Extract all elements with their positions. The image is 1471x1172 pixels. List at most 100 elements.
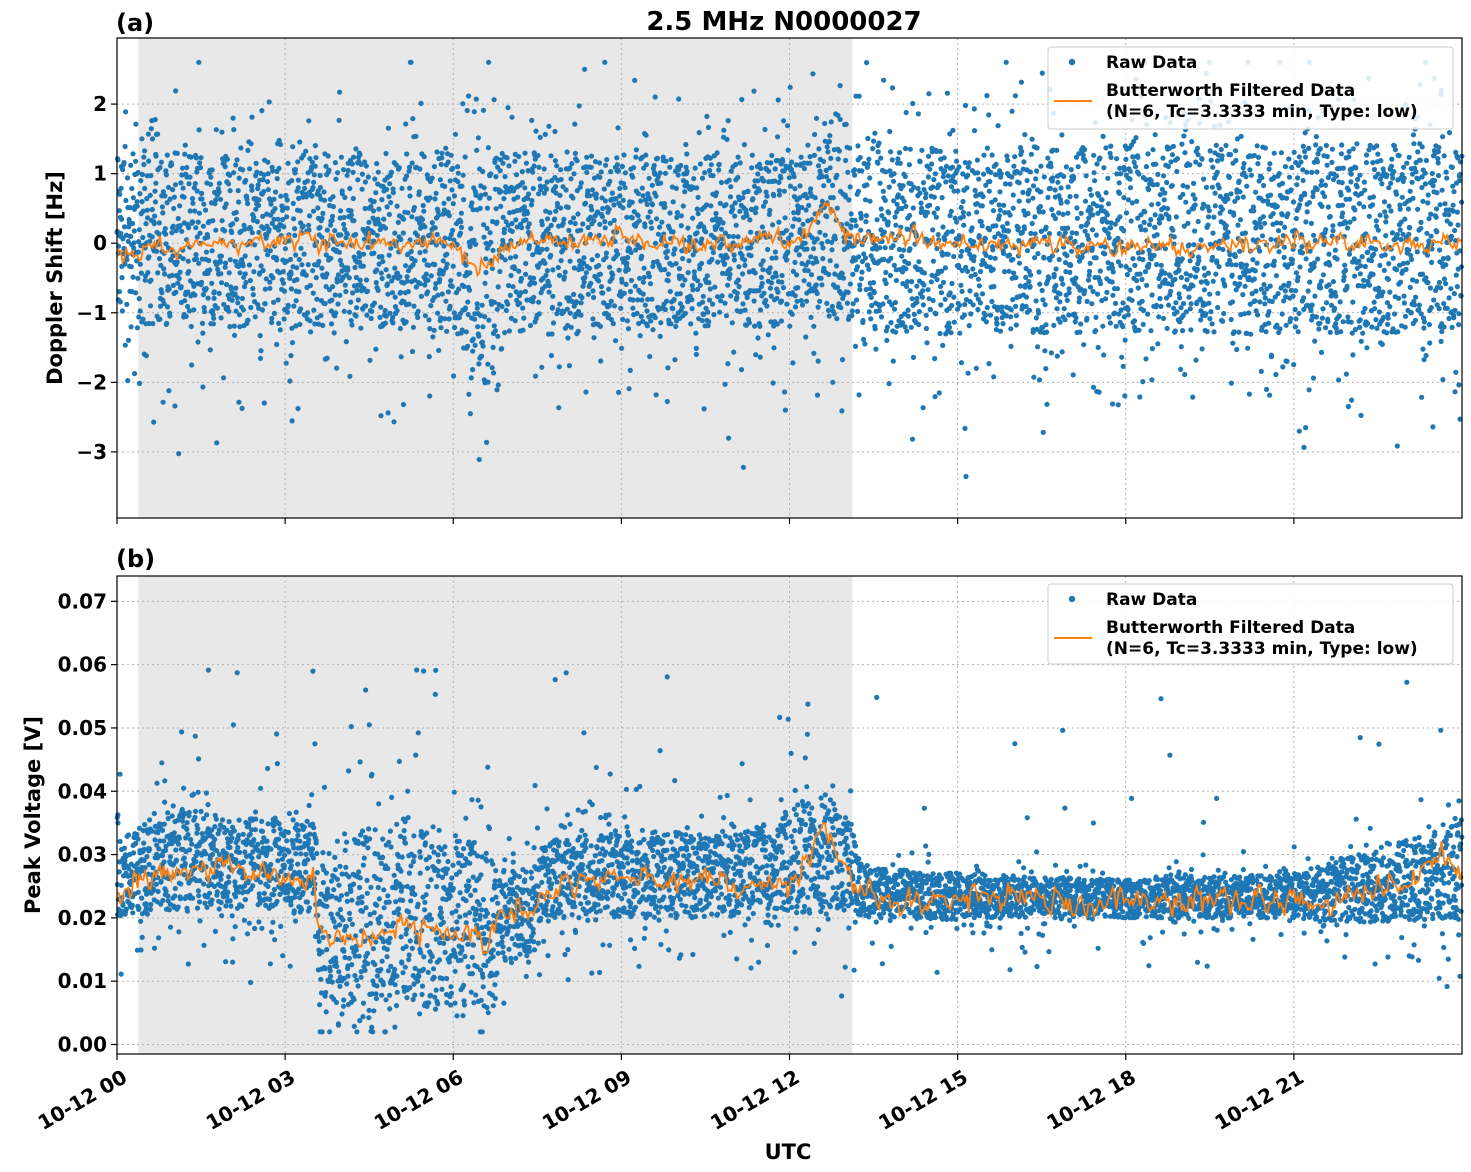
- raw-data-point: [1357, 317, 1363, 323]
- raw-data-point: [530, 299, 536, 305]
- raw-data-point: [691, 176, 697, 182]
- raw-data-point: [620, 316, 626, 322]
- raw-data-point: [1068, 167, 1074, 173]
- raw-data-point: [1247, 167, 1253, 173]
- raw-data-point: [500, 214, 506, 220]
- raw-data-point: [449, 283, 455, 289]
- raw-data-point: [605, 312, 612, 318]
- raw-data-point: [578, 180, 584, 186]
- raw-data-point: [313, 275, 319, 281]
- raw-data-point: [761, 290, 767, 296]
- raw-data-point: [157, 164, 163, 171]
- raw-data-point: [625, 326, 632, 332]
- raw-data-point: [568, 176, 574, 182]
- raw-data-point: [253, 160, 259, 166]
- raw-data-point: [1278, 220, 1284, 226]
- raw-data-point: [164, 200, 170, 206]
- raw-data-point: [363, 163, 369, 169]
- raw-data-point: [1002, 181, 1009, 187]
- raw-data-point: [1269, 298, 1275, 305]
- raw-data-point: [1293, 288, 1299, 294]
- raw-data-point: [223, 281, 230, 288]
- raw-data-point: [141, 154, 147, 160]
- raw-data-point: [372, 176, 378, 182]
- raw-data-point: [1032, 214, 1038, 220]
- raw-data-point: [172, 403, 178, 409]
- raw-data-point: [158, 262, 164, 268]
- raw-data-point: [1158, 262, 1164, 268]
- raw-data-point: [1048, 164, 1054, 170]
- raw-data-point: [1229, 272, 1235, 278]
- raw-data-point: [1362, 263, 1368, 270]
- raw-data-point: [1220, 318, 1226, 324]
- raw-data-point: [944, 90, 951, 96]
- raw-data-point: [880, 188, 886, 194]
- raw-data-point: [197, 230, 203, 236]
- raw-data-point: [1286, 280, 1292, 286]
- raw-data-point: [538, 187, 544, 193]
- raw-data-point: [573, 299, 580, 305]
- raw-data-point: [143, 353, 149, 359]
- raw-data-point: [476, 333, 482, 339]
- raw-data-point: [782, 407, 789, 413]
- raw-data-point: [328, 308, 334, 314]
- raw-data-point: [199, 320, 206, 326]
- raw-data-point: [336, 117, 342, 123]
- raw-data-point: [295, 406, 301, 412]
- raw-data-point: [1102, 251, 1108, 257]
- raw-data-point: [266, 226, 272, 233]
- raw-data-point: [732, 213, 738, 219]
- raw-data-point: [1350, 352, 1356, 358]
- raw-data-point: [442, 316, 448, 322]
- raw-data-point: [379, 275, 385, 282]
- raw-data-point: [282, 246, 288, 252]
- raw-data-point: [495, 333, 501, 339]
- raw-data-point: [441, 243, 447, 249]
- raw-data-point: [997, 207, 1003, 213]
- raw-data-point: [1225, 229, 1231, 235]
- raw-data-point: [1314, 186, 1320, 192]
- raw-data-point: [1312, 338, 1318, 344]
- raw-data-point: [863, 286, 869, 293]
- raw-data-point: [190, 200, 196, 206]
- raw-data-point: [789, 159, 795, 165]
- raw-data-point: [499, 254, 505, 260]
- raw-data-point: [180, 256, 186, 262]
- raw-data-point: [1002, 234, 1008, 240]
- raw-data-point: [1182, 371, 1188, 378]
- raw-data-point: [1046, 275, 1052, 281]
- raw-data-point: [827, 165, 833, 171]
- raw-data-point: [407, 185, 413, 191]
- raw-data-point: [459, 327, 465, 333]
- raw-data-point: [126, 224, 132, 230]
- raw-data-point: [1029, 220, 1035, 227]
- raw-data-point: [798, 298, 804, 304]
- raw-data-point: [1146, 187, 1152, 193]
- raw-data-point: [400, 401, 407, 408]
- raw-data-point: [1022, 132, 1028, 138]
- raw-data-point: [668, 321, 674, 327]
- raw-data-point: [753, 352, 759, 358]
- raw-data-point: [209, 280, 215, 286]
- raw-data-point: [531, 294, 537, 300]
- raw-data-point: [1375, 171, 1381, 177]
- raw-data-point: [285, 160, 291, 166]
- raw-data-point: [1016, 180, 1022, 186]
- raw-data-point: [367, 357, 373, 363]
- raw-data-point: [597, 323, 604, 329]
- raw-data-point: [1169, 152, 1176, 158]
- raw-data-point: [622, 170, 629, 176]
- raw-data-point: [1180, 328, 1186, 334]
- raw-data-point: [740, 271, 746, 277]
- raw-data-point: [460, 172, 466, 178]
- raw-data-point: [574, 158, 580, 164]
- raw-data-point: [954, 219, 960, 225]
- raw-data-point: [758, 274, 765, 280]
- raw-data-point: [1127, 168, 1133, 174]
- raw-data-point: [478, 312, 484, 319]
- raw-data-point: [1213, 271, 1219, 277]
- raw-data-point: [642, 302, 648, 308]
- raw-data-point: [943, 179, 949, 185]
- raw-data-point: [519, 169, 525, 175]
- raw-data-point: [1195, 152, 1201, 158]
